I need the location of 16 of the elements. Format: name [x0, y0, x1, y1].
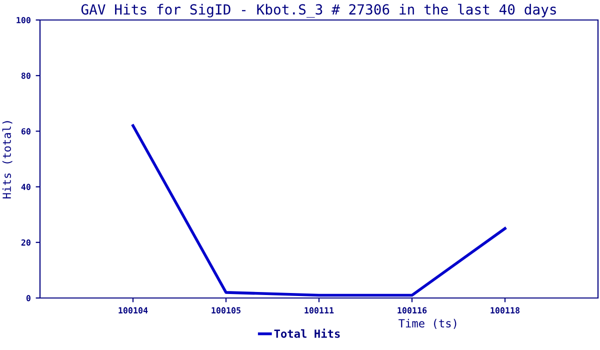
legend-label: Total Hits — [274, 328, 340, 338]
x-tick-label: 100104 — [118, 307, 148, 314]
chart-title: GAV Hits for SigID - Kbot.S_3 # 27306 in the last 40 days — [81, 4, 556, 18]
y-axis-title: Hits (total) — [2, 121, 12, 198]
y-tick-label: 60 — [21, 128, 30, 134]
x-tick-label: 100116 — [398, 307, 427, 314]
y-tick-label: 100 — [16, 16, 30, 24]
x-tick-label: 100111 — [304, 307, 334, 314]
x-tick-label: 100118 — [490, 307, 520, 314]
line-series — [132, 124, 506, 297]
x-axis-title: Time (ts) — [398, 318, 456, 329]
y-tick-label: 80 — [21, 72, 30, 79]
y-tick-label: 20 — [21, 239, 30, 246]
y-tick-label: 40 — [21, 184, 30, 190]
y-tick-label: 0 — [26, 294, 30, 302]
x-tick-label: 100105 — [212, 307, 240, 314]
